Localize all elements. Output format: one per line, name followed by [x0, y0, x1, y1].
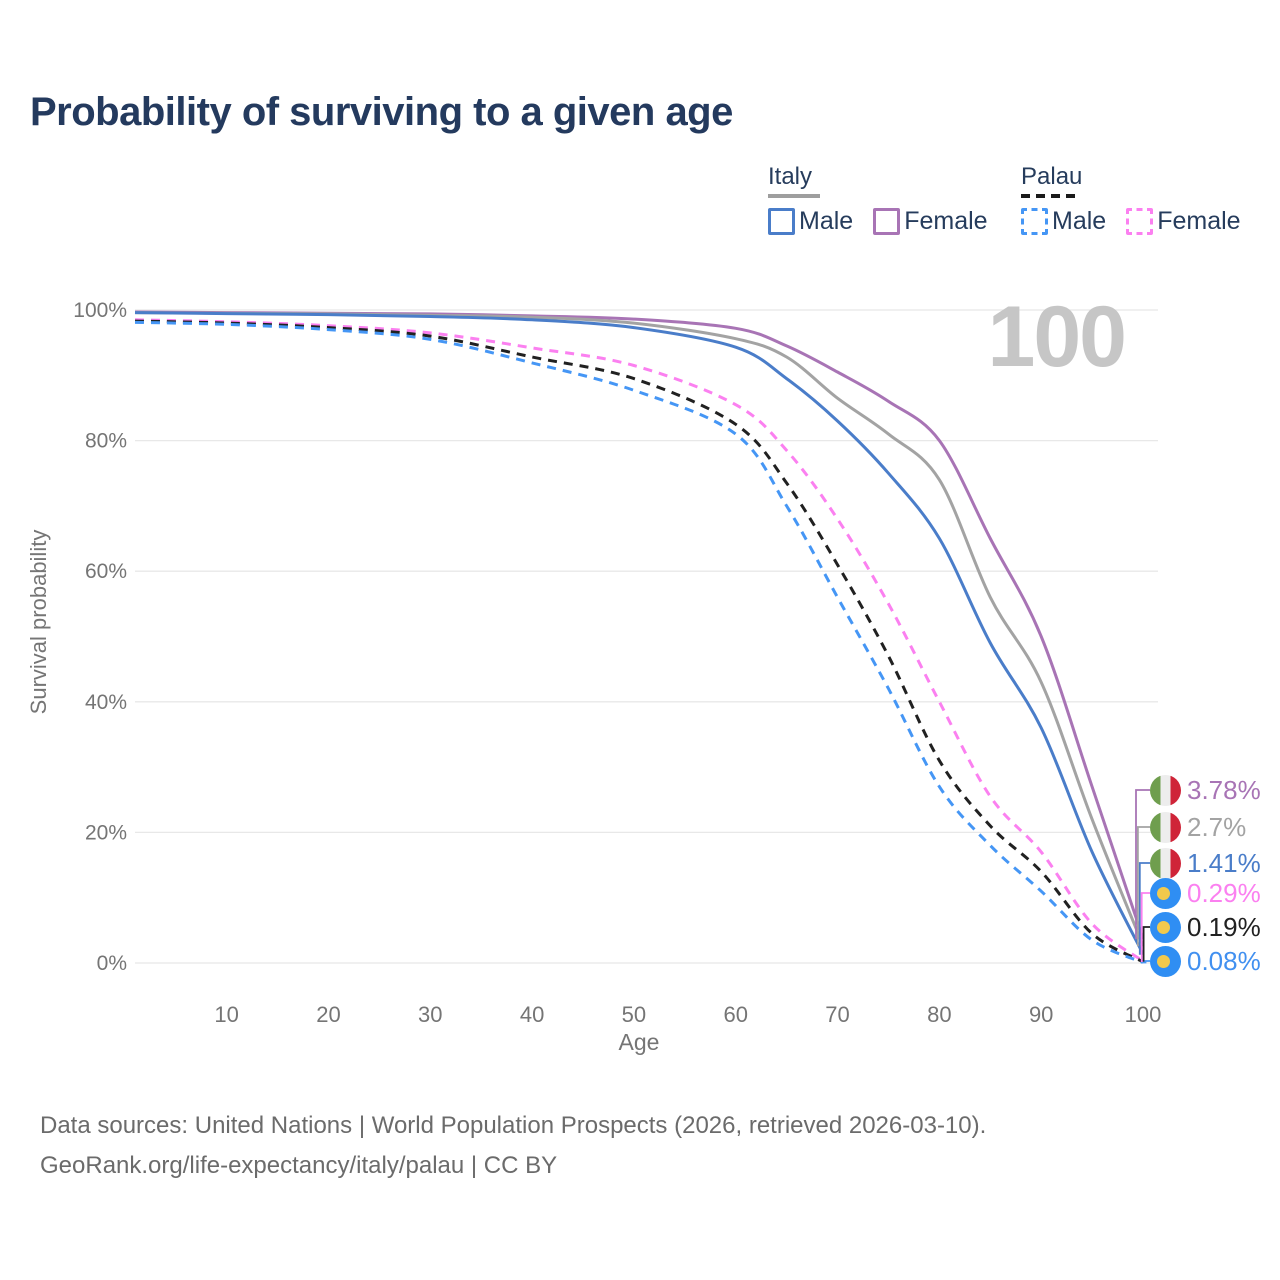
legend-item-palau-female[interactable]: Female: [1126, 207, 1241, 236]
palau-female-swatch-icon: [1126, 208, 1154, 235]
legend-item-palau-male[interactable]: Male: [1021, 207, 1106, 236]
legend-country-italy[interactable]: Italy: [768, 163, 813, 190]
palau-line-style-icon: [1021, 194, 1079, 198]
legend-country-palau[interactable]: Palau: [1021, 163, 1083, 190]
legend-group-italy: Italy Male Female: [768, 163, 988, 236]
series-end-label-italy-female: 3.78%: [1150, 773, 1261, 807]
series-end-label-italy-male: 1.41%: [1150, 846, 1261, 880]
legend-item-label: Female: [904, 207, 988, 235]
palau-flag-icon: [1150, 877, 1181, 909]
palau-flag-icon: [1150, 945, 1181, 977]
svg-text:90: 90: [1029, 1002, 1053, 1027]
end-label-value: 3.78%: [1187, 774, 1261, 805]
hover-age-watermark: 100: [987, 289, 1128, 385]
svg-text:Survival probability: Survival probability: [26, 530, 51, 715]
italy-flag-icon: [1150, 847, 1181, 879]
italy-male-swatch-icon: [768, 208, 795, 235]
series-end-label-italy-both: 2.7%: [1150, 810, 1246, 844]
svg-text:10: 10: [214, 1002, 238, 1027]
legend-item-label: Female: [1157, 207, 1241, 235]
end-label-value: 0.08%: [1187, 945, 1261, 976]
svg-text:40: 40: [520, 1002, 544, 1027]
svg-text:40%: 40%: [85, 691, 127, 714]
legend-item-label: Male: [1052, 207, 1107, 235]
legend-item-label: Male: [799, 207, 854, 235]
legend-group-palau: Palau Male Female: [1021, 163, 1241, 236]
svg-text:20%: 20%: [85, 821, 127, 844]
svg-text:0%: 0%: [97, 952, 127, 975]
end-label-value: 0.29%: [1187, 877, 1261, 908]
page-title: Probability of surviving to a given age: [30, 90, 733, 134]
svg-text:50: 50: [622, 1002, 646, 1027]
legend-item-italy-male[interactable]: Male: [768, 207, 853, 236]
palau-male-swatch-icon: [1021, 208, 1048, 235]
svg-text:Age: Age: [619, 1029, 660, 1055]
footer-attribution-line: GeoRank.org/life-expectancy/italy/palau …: [40, 1152, 558, 1179]
series-end-label-palau-female: 0.29%: [1150, 876, 1261, 910]
svg-text:100: 100: [1125, 1002, 1162, 1027]
end-label-value: 0.19%: [1187, 911, 1261, 942]
svg-text:100%: 100%: [73, 299, 127, 322]
svg-text:80%: 80%: [85, 430, 127, 453]
svg-text:60%: 60%: [85, 560, 127, 583]
data-source-footer: Data sources: United Nations | World Pop…: [40, 1106, 986, 1186]
italy-flag-icon: [1150, 811, 1181, 843]
end-label-value: 2.7%: [1187, 811, 1247, 842]
svg-text:60: 60: [723, 1002, 747, 1027]
footer-sources-line: Data sources: United Nations | World Pop…: [40, 1112, 987, 1139]
end-label-value: 1.41%: [1187, 847, 1261, 878]
series-end-label-palau-both: 0.19%: [1150, 910, 1261, 944]
italy-female-swatch-icon: [873, 208, 901, 235]
italy-line-style-icon: [768, 194, 820, 198]
svg-text:30: 30: [418, 1002, 442, 1027]
series-end-label-palau-male: 0.08%: [1150, 944, 1261, 978]
legend-item-italy-female[interactable]: Female: [873, 207, 988, 236]
italy-flag-icon: [1150, 774, 1181, 806]
svg-text:80: 80: [927, 1002, 951, 1027]
svg-text:70: 70: [825, 1002, 849, 1027]
svg-text:20: 20: [316, 1002, 340, 1027]
palau-flag-icon: [1150, 911, 1181, 943]
